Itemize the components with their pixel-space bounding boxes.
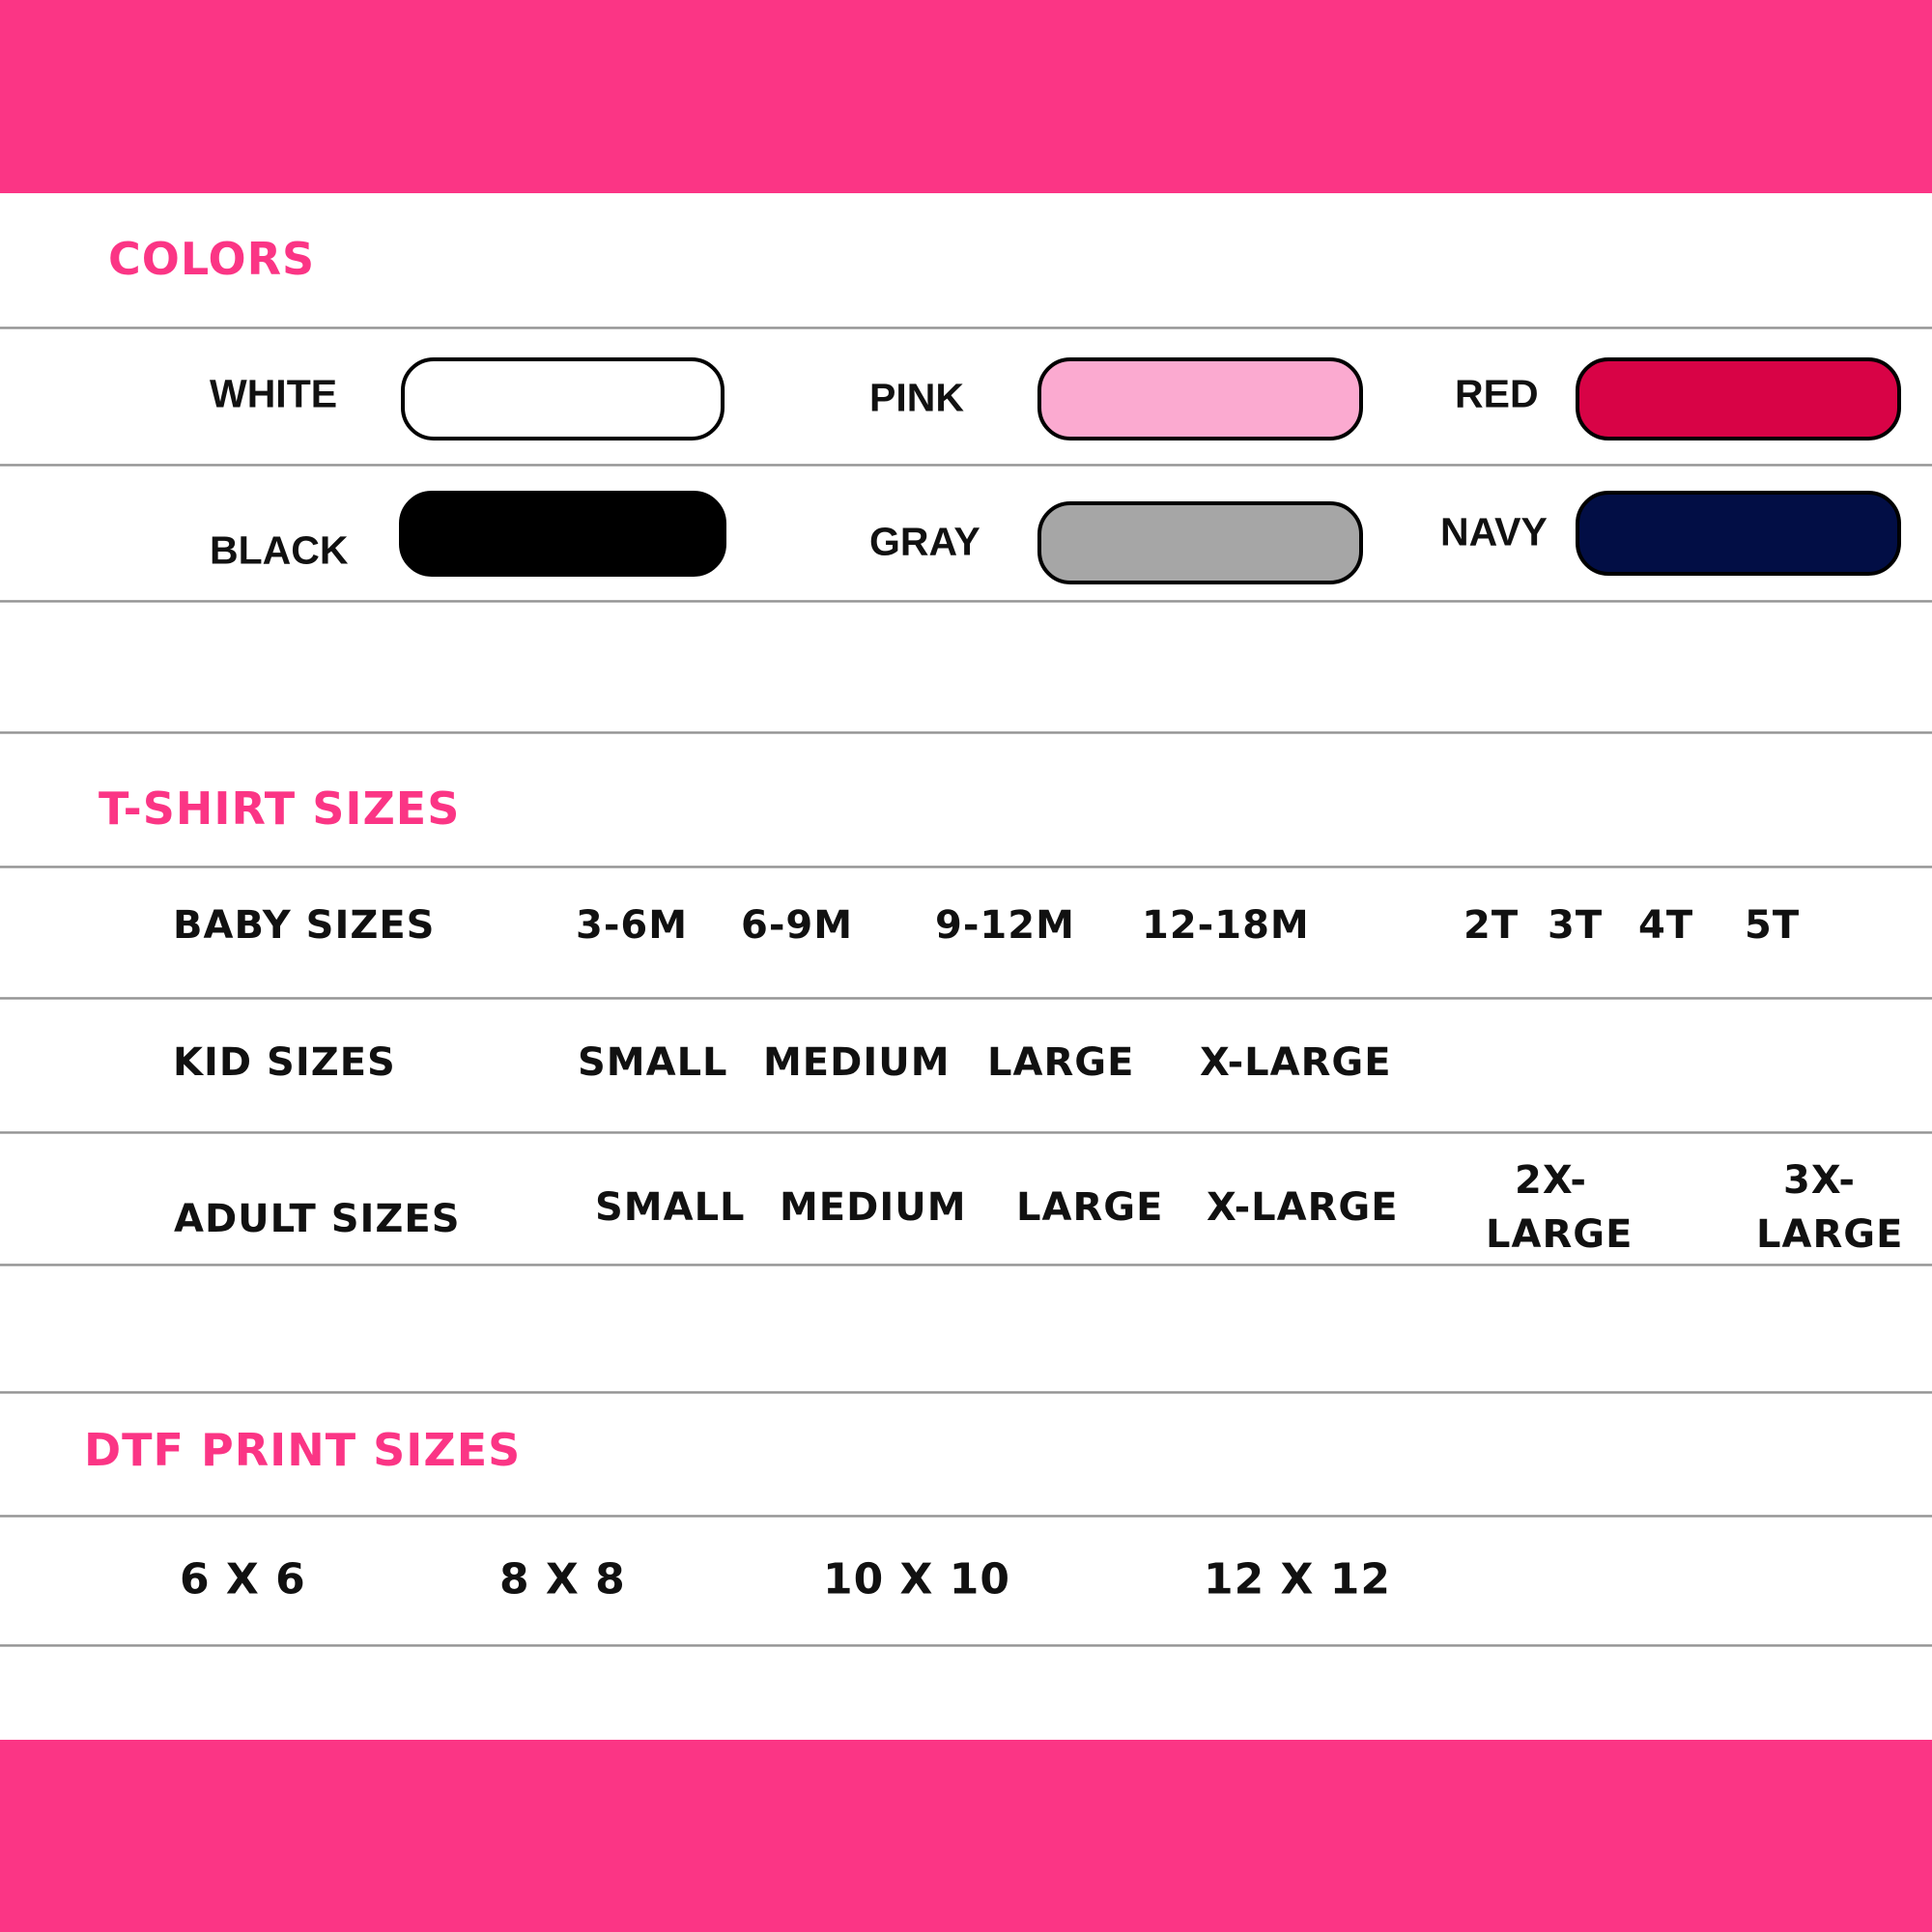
size-option[interactable]: 5T xyxy=(1745,903,1801,948)
color-label-red: RED xyxy=(1455,371,1539,416)
baby-sizes-label: BABY SIZES xyxy=(173,903,436,948)
size-option[interactable]: LARGE xyxy=(1486,1212,1634,1257)
size-option[interactable]: 3T xyxy=(1548,903,1604,948)
size-option[interactable]: 4T xyxy=(1638,903,1694,948)
divider xyxy=(0,464,1932,467)
print-size-option[interactable]: 12 X 12 xyxy=(1204,1554,1392,1605)
color-label-gray: GRAY xyxy=(869,519,980,564)
size-option[interactable]: LARGE xyxy=(1756,1212,1904,1257)
size-option[interactable]: LARGE xyxy=(1016,1185,1164,1230)
color-label-white: WHITE xyxy=(210,371,338,416)
divider xyxy=(0,731,1932,734)
size-option[interactable]: LARGE xyxy=(987,1040,1135,1085)
color-swatch-red[interactable] xyxy=(1576,357,1901,440)
bottom-banner xyxy=(0,1740,1932,1932)
size-option[interactable]: MEDIUM xyxy=(763,1040,951,1085)
tshirt-sizes-title: T-SHIRT SIZES xyxy=(99,782,461,835)
print-size-option[interactable]: 10 X 10 xyxy=(823,1554,1011,1605)
size-option[interactable]: 2T xyxy=(1463,903,1520,948)
color-label-black: BLACK xyxy=(210,527,349,573)
top-banner xyxy=(0,0,1932,193)
color-swatch-gray[interactable] xyxy=(1037,501,1363,584)
color-label-navy: NAVY xyxy=(1440,509,1548,554)
divider xyxy=(0,997,1932,1000)
size-option[interactable]: X-LARGE xyxy=(1200,1040,1392,1085)
divider xyxy=(0,1515,1932,1518)
size-option[interactable]: 12-18M xyxy=(1142,903,1310,948)
divider xyxy=(0,1391,1932,1394)
size-option[interactable]: SMALL xyxy=(578,1040,728,1085)
divider xyxy=(0,600,1932,603)
divider xyxy=(0,1264,1932,1266)
size-option[interactable]: SMALL xyxy=(595,1185,746,1230)
size-option[interactable]: MEDIUM xyxy=(780,1185,967,1230)
adult-sizes-label: ADULT SIZES xyxy=(174,1197,461,1241)
size-option[interactable]: 3X- xyxy=(1783,1158,1857,1203)
divider xyxy=(0,1131,1932,1134)
color-label-pink: PINK xyxy=(869,375,964,420)
color-swatch-navy[interactable] xyxy=(1576,491,1901,576)
size-option[interactable]: 2X- xyxy=(1515,1158,1588,1203)
dtf-print-sizes-title: DTF PRINT SIZES xyxy=(84,1424,522,1476)
size-option[interactable]: X-LARGE xyxy=(1207,1185,1399,1230)
size-option[interactable]: 6-9M xyxy=(741,903,854,948)
color-swatch-pink[interactable] xyxy=(1037,357,1363,440)
color-swatch-white[interactable] xyxy=(401,357,724,440)
print-size-option[interactable]: 6 X 6 xyxy=(180,1554,306,1605)
color-swatch-black[interactable] xyxy=(399,491,726,577)
divider xyxy=(0,1644,1932,1647)
colors-title: COLORS xyxy=(108,233,316,285)
divider xyxy=(0,327,1932,329)
print-size-option[interactable]: 8 X 8 xyxy=(499,1554,626,1605)
kid-sizes-label: KID SIZES xyxy=(173,1040,396,1085)
size-option[interactable]: 3-6M xyxy=(576,903,689,948)
size-option[interactable]: 9-12M xyxy=(935,903,1075,948)
divider xyxy=(0,866,1932,868)
